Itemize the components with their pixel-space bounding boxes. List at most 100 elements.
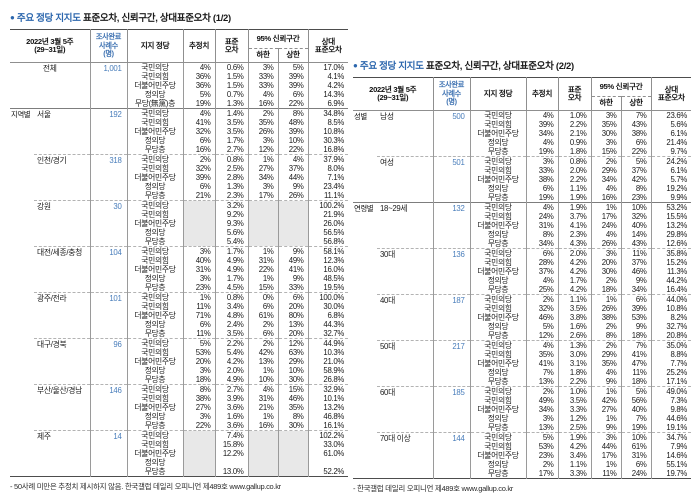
table-row: 국민의힘 53% 5.4% 42% 63% 10.3% (10, 348, 349, 357)
ci-upper-cell: 48% (277, 118, 309, 127)
table-row: 국민의힘 15.8% 33.0% (10, 440, 349, 449)
ci-lower-cell: 42% (590, 396, 621, 405)
ci-lower-cell: 21% (247, 403, 278, 412)
party-name-cell: 더불어민주당 (469, 359, 526, 368)
party-name-cell: 국민의힘 (469, 396, 526, 405)
estimate-cell (182, 430, 215, 440)
ci-upper-cell: 53% (620, 313, 652, 322)
ci-lower-cell: 22% (247, 265, 278, 274)
table-row: 지역별 서울 192 국민의당 4% 1.4% 2% 8% 34.8% (10, 108, 349, 477)
estimate-cell: 34% (525, 239, 558, 249)
relative-std-error-cell: 11.3% (650, 267, 692, 276)
estimate-cell: 39% (182, 173, 215, 182)
table-row: 제주 14 국민의당 7.4% 102.2% (10, 430, 349, 477)
ci-upper-cell: 39% (277, 81, 309, 90)
ci-lower-cell: 4% (590, 230, 621, 239)
relative-std-error-cell: 48.5% (307, 274, 349, 283)
estimate-cell: 2% (525, 460, 558, 469)
relative-std-error-cell: 8.8% (650, 350, 692, 359)
std-error-cell: 3.6% (214, 421, 248, 431)
sample-size-cell: 185 (432, 386, 470, 433)
ci-lower-cell: 3% (247, 182, 278, 191)
ci-upper-cell: 23% (620, 193, 652, 203)
estimate-cell: 28% (525, 258, 558, 267)
party-name-cell: 무당층 (126, 421, 183, 431)
ci-lower-cell (247, 219, 278, 228)
header-relative-std-error: 상대 표준오차 (650, 77, 692, 111)
ci-lower-cell: 2% (590, 276, 621, 285)
estimate-cell: 19% (525, 147, 558, 157)
table-row: 성별 남성 500 국민의당 4% 1.0% 3% 7% 23.6% (353, 110, 692, 203)
ci-upper-cell: 40% (620, 221, 652, 230)
party-name-cell: 더불어민주당 (126, 219, 183, 228)
party-name-cell: 정의당 (126, 412, 183, 421)
table-row: 무당층 11% 3.5% 6% 20% 32.7% (10, 329, 349, 339)
ci-lower-cell: 3% (590, 432, 621, 442)
ci-lower-cell: 29% (590, 166, 621, 175)
ci-upper-cell (277, 200, 309, 210)
table-row: 광주/전라 101 국민의당 1% 0.8% 0% 6% 100.0% (10, 292, 349, 339)
party-name-cell: 국민의힘 (469, 120, 526, 129)
party-name-cell: 정의당 (126, 136, 183, 145)
ci-lower-cell: 1% (590, 202, 621, 212)
ci-lower-cell: 3% (590, 248, 621, 258)
table-row: 더불어민주당 38% 2.2% 34% 42% 5.7% (353, 175, 692, 184)
relative-std-error-cell: 49.0% (650, 386, 692, 396)
estimate-cell: 53% (525, 442, 558, 451)
header-sample-size: 조사완료 사례수 (명) (432, 77, 471, 111)
relative-std-error-cell: 102.2% (307, 430, 349, 440)
estimate-cell: 46% (525, 313, 558, 322)
table-row: 무당층 18% 4.9% 10% 30% 26.8% (10, 375, 349, 385)
ci-lower-cell: 1% (590, 386, 621, 396)
party-name-cell: 국민의힘 (469, 442, 526, 451)
std-error-cell: 1.1% (557, 294, 591, 304)
relative-std-error-cell: 37.9% (307, 154, 349, 164)
ci-lower-cell: 17% (590, 212, 621, 221)
header-estimate: 추정치 (525, 77, 559, 111)
relative-std-error-cell: 10.8% (650, 304, 692, 313)
relative-std-error-cell: 32.9% (307, 384, 349, 394)
party-name-cell: 국민의당 (469, 294, 526, 304)
estimate-cell: 3% (525, 414, 558, 423)
ci-upper-cell: 5% (620, 386, 652, 396)
relative-std-error-cell: 7.7% (650, 359, 692, 368)
ci-upper-cell: 34% (620, 285, 652, 295)
relative-std-error-cell: 4.1% (307, 72, 349, 81)
sample-size-cell: 144 (432, 432, 470, 479)
party-name-cell: 무당층 (469, 377, 526, 387)
std-error-cell: 2.8% (214, 173, 248, 182)
sample-size-cell: 146 (89, 384, 127, 431)
relative-std-error-cell: 13.2% (307, 403, 349, 412)
group-label-cell: 지역별 (10, 108, 34, 477)
table-row: 국민의힘 40% 4.9% 31% 49% 12.3% (10, 256, 349, 265)
ci-lower-cell: 1% (590, 294, 621, 304)
table-row: 연령별 18~29세 132 국민의당 4% 1.9% 1% 10% 53.2% (353, 202, 692, 479)
party-name-cell: 국민의힘 (126, 210, 183, 219)
table-row: 정의당 (10, 458, 349, 467)
std-error-cell: 7.4% (214, 430, 248, 440)
header-confidence-interval: 95% 신뢰구간 (590, 77, 652, 97)
relative-std-error-cell: 15.5% (650, 212, 692, 221)
ci-lower-cell: 3% (590, 138, 621, 147)
table-row: 국민의힘 9.2% 21.9% (10, 210, 349, 219)
relative-std-error-cell: 21.0% (307, 357, 349, 366)
party-name-cell: 더불어민주당 (469, 175, 526, 184)
ci-upper-cell: 5% (620, 156, 652, 166)
ci-lower-cell: 26% (590, 239, 621, 249)
panel-party-support-by-demographic: ● 주요 정당 지지도 표준오차, 신뢰구간, 상대표준오차 (2/2) 202… (353, 58, 692, 494)
relative-std-error-cell: 16.1% (307, 421, 349, 431)
party-name-cell: 국민의당 (126, 246, 183, 256)
ci-upper-cell: 35% (277, 403, 309, 412)
relative-std-error-cell: 34.8% (307, 108, 349, 118)
relative-std-error-cell (307, 458, 349, 467)
ci-lower-cell: 44% (590, 442, 621, 451)
estimate-cell (182, 467, 215, 477)
estimate-cell: 53% (182, 348, 215, 357)
party-name-cell: 더불어민주당 (126, 81, 183, 90)
party-name-cell: 더불어민주당 (126, 311, 183, 320)
party-name-cell: 국민의힘 (469, 304, 526, 313)
estimate-cell: 7% (525, 368, 558, 377)
relative-std-error-cell: 58.9% (307, 366, 349, 375)
sample-size-cell: 501 (432, 156, 470, 203)
estimate-cell: 3% (525, 156, 558, 166)
